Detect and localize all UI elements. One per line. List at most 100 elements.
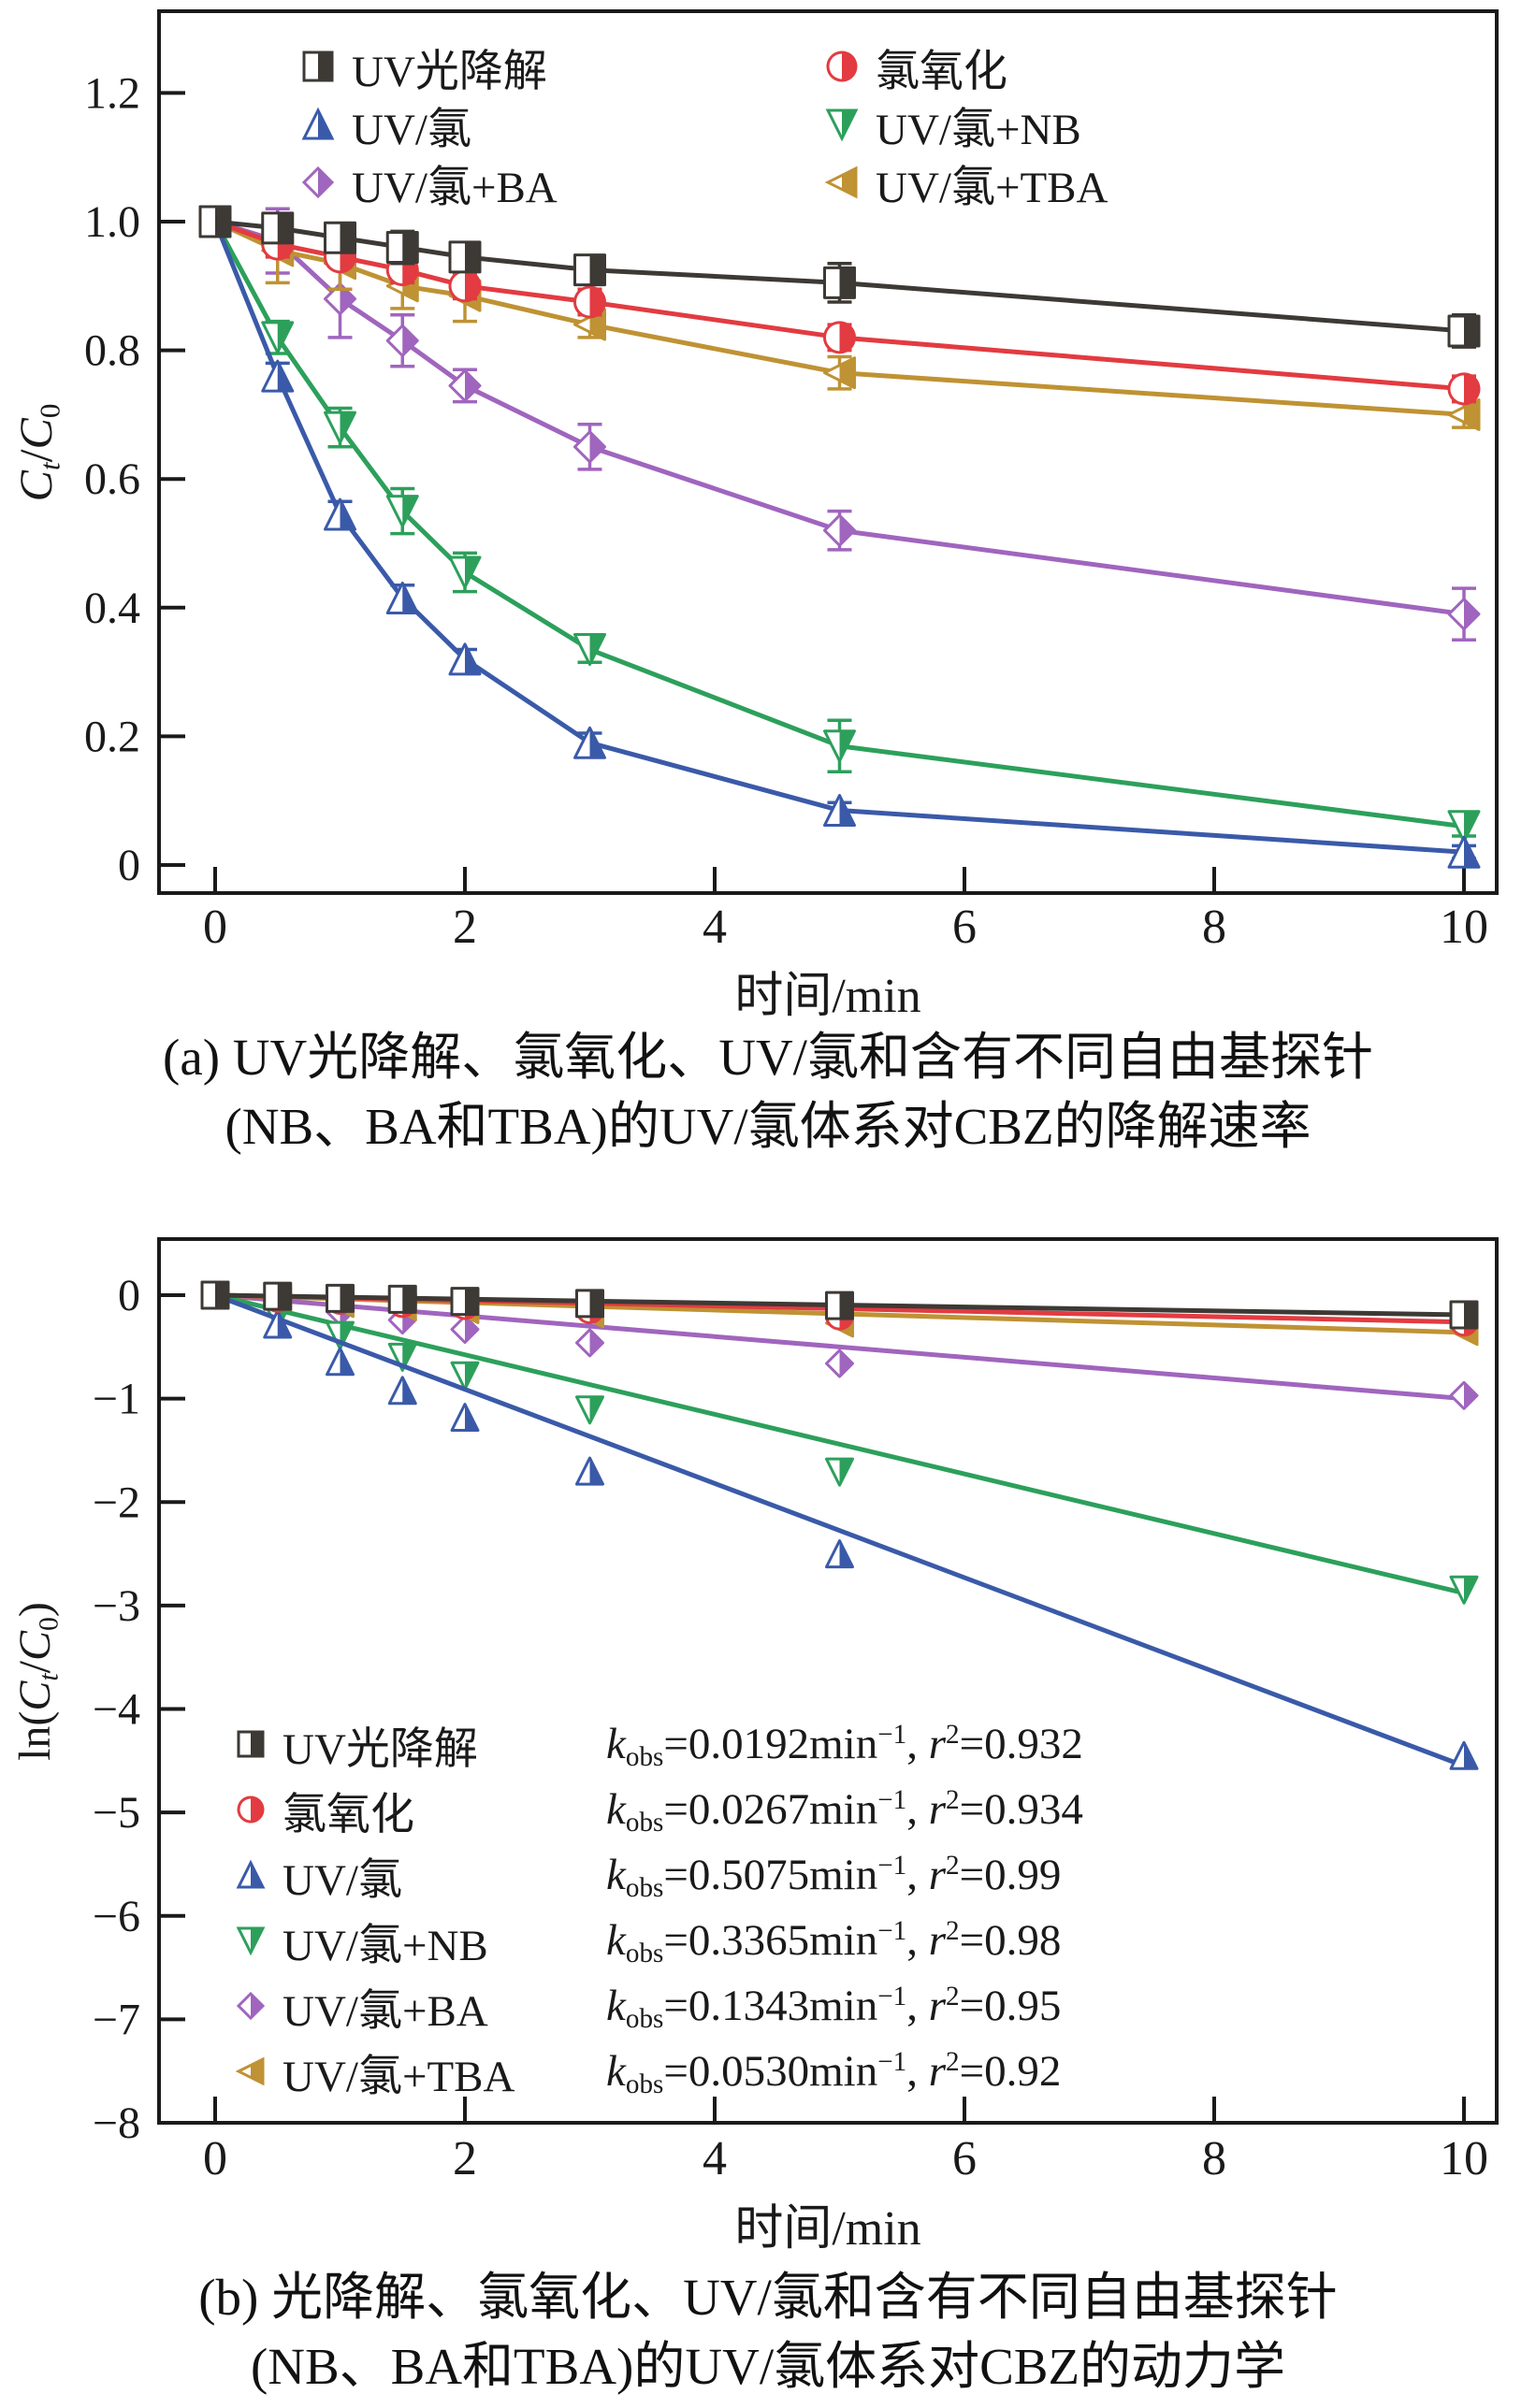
square-marker-icon xyxy=(573,253,606,287)
triangle-down-marker-icon xyxy=(1449,1575,1479,1605)
y-tick-label: −2 xyxy=(93,1478,140,1527)
diamond-marker-icon xyxy=(1449,1380,1479,1410)
square-marker-icon xyxy=(237,1730,265,1758)
legend-b-item-uv_chlorine: UV/氯 kobs=0.5075min−1, r2=0.99 xyxy=(232,1842,1083,1908)
x-tick-label: 6 xyxy=(952,2132,977,2185)
triangle-up-marker-icon xyxy=(575,1456,604,1486)
legend-a-item-uv_photolysis: UV光降解 xyxy=(297,37,558,96)
square-marker-icon xyxy=(575,1289,604,1319)
x-tick-label: 4 xyxy=(703,901,727,954)
square-marker-icon xyxy=(387,1284,417,1314)
caption-a-line1: (a) UV光降解、氯氧化、UV/氯和含有不同自由基探针 xyxy=(163,1029,1373,1086)
square-marker-icon xyxy=(324,221,356,254)
triangle-down-marker-icon xyxy=(1447,810,1481,844)
triangle-down-marker-icon xyxy=(825,108,859,142)
diamond-marker-icon xyxy=(324,282,356,316)
triangle-down-marker-icon xyxy=(575,1395,604,1425)
legend-b: UV光降解 kobs=0.0192min−1, r2=0.932 氯氧化 kobs=0… xyxy=(232,1711,1083,2104)
legend-b-item-uv_chlorine_nb: UV/氯+NB kobs=0.3365min−1, r2=0.98 xyxy=(232,1908,1083,1973)
x-tick-label: 2 xyxy=(453,2132,477,2185)
square-marker-icon xyxy=(1447,314,1481,348)
kinetics-text: kobs=0.0267min−1, r2=0.934 xyxy=(606,1784,1083,1838)
diamond-marker-icon xyxy=(1447,598,1481,631)
series-uv_photolysis-a xyxy=(198,205,1481,349)
square-marker-icon xyxy=(450,1287,480,1317)
triangle-left-marker-icon xyxy=(823,356,856,390)
triangle-down-marker-icon xyxy=(387,1342,417,1372)
triangle-up-marker-icon xyxy=(573,726,606,759)
triangle-up-marker-icon xyxy=(385,581,419,614)
triangle-down-marker-icon xyxy=(448,555,482,589)
x-tick-label: 2 xyxy=(453,901,477,954)
square-marker-icon xyxy=(825,1291,854,1320)
kinetics-text: kobs=0.0530min−1, r2=0.92 xyxy=(606,2046,1062,2100)
fit-line xyxy=(212,1292,1467,1596)
triangle-up-marker-icon xyxy=(1447,835,1481,869)
triangle-down-marker-icon xyxy=(236,1926,266,1956)
triangle-up-marker-icon xyxy=(450,1403,480,1433)
y-tick-label: 0.2 xyxy=(84,712,140,761)
circle-marker-icon xyxy=(448,269,482,303)
fit-line xyxy=(212,1292,1467,1768)
series-uv_chlorine_nb-a xyxy=(198,205,1481,844)
triangle-left-marker-icon xyxy=(235,2056,265,2086)
legend-b-item-uv_chlorine_tba: UV/氯+TBA kobs=0.0530min−1, r2=0.92 xyxy=(232,2039,1083,2104)
square-marker-icon xyxy=(1449,1300,1479,1330)
legend-a-item-chlorination: 氯氧化 xyxy=(821,37,1108,96)
circle-marker-icon xyxy=(237,1795,265,1824)
circle-marker-icon xyxy=(823,321,856,354)
legend-label: UV/氯+BA xyxy=(352,163,558,212)
square-marker-icon xyxy=(326,1283,355,1313)
legend-label: UV/氯+NB xyxy=(283,1921,488,1970)
triangle-up-marker-icon xyxy=(825,1539,854,1569)
legend-a-item-uv_chlorine: UV/氯 xyxy=(297,95,558,154)
y-tick-label: 0.8 xyxy=(84,326,140,376)
legend-label: UV光降解 xyxy=(283,1724,478,1774)
diamond-marker-icon xyxy=(301,166,335,199)
triangle-up-marker-icon xyxy=(263,1309,293,1339)
square-marker-icon xyxy=(823,266,856,299)
y-tick-label: 0.6 xyxy=(84,454,140,504)
y-tick-label: −3 xyxy=(93,1581,140,1631)
kinetics-text: kobs=0.0192min−1, r2=0.932 xyxy=(606,1719,1083,1773)
square-marker-icon xyxy=(302,50,334,82)
legend-label: UV/氯+TBA xyxy=(876,163,1109,212)
x-axis-label-b: 时间/min xyxy=(734,2202,921,2256)
legend-a-column-1: UV光降解 UV/氯 UV/氯+BA xyxy=(297,37,558,212)
y-tick-label: −6 xyxy=(93,1892,140,1941)
legend-label: UV/氯+NB xyxy=(876,105,1081,154)
caption-panel-a: (a) UV光降解、氯氧化、UV/氯和含有不同自由基探针 (NB、BA和TBA)… xyxy=(0,1023,1536,1161)
triangle-up-marker-icon xyxy=(387,1376,417,1406)
y-axis-label-a: Ct/C0 xyxy=(9,403,66,502)
series-uv_chlorine-b xyxy=(200,1280,1479,1770)
triangle-down-marker-icon xyxy=(261,321,295,354)
kinetics-text: kobs=0.5075min−1, r2=0.99 xyxy=(606,1850,1062,1904)
legend-a-item-uv_chlorine_nb: UV/氯+NB xyxy=(821,95,1108,154)
x-tick-label: 8 xyxy=(1202,2132,1226,2185)
diamond-marker-icon xyxy=(448,368,482,402)
triangle-down-marker-icon xyxy=(385,495,419,528)
x-tick-label: 10 xyxy=(1440,901,1488,954)
y-tick-label: 0 xyxy=(118,841,140,890)
legend-label: UV/氯+BA xyxy=(283,1986,488,2036)
circle-marker-icon xyxy=(1447,372,1481,406)
y-tick-label: −8 xyxy=(93,2098,140,2148)
x-tick-label: 0 xyxy=(203,901,227,954)
y-tick-label: −5 xyxy=(93,1788,140,1838)
legend-label: UV/氯+TBA xyxy=(283,2052,515,2101)
triangle-up-marker-icon xyxy=(236,1859,266,1889)
diamond-marker-icon xyxy=(575,1328,604,1358)
caption-b-line1: (b) 光降解、氯氧化、UV/氯和含有不同自由基探针 xyxy=(198,2269,1338,2326)
panel-b-frame xyxy=(157,1237,1499,2125)
triangle-up-marker-icon xyxy=(823,794,856,828)
triangle-left-marker-icon xyxy=(824,166,858,199)
legend-label: 氯氧化 xyxy=(876,47,1007,96)
square-marker-icon xyxy=(448,240,482,274)
triangle-up-marker-icon xyxy=(1449,1740,1479,1770)
triangle-up-marker-icon xyxy=(448,642,482,676)
square-marker-icon xyxy=(200,1280,230,1310)
legend-b-item-uv_photolysis: UV光降解 kobs=0.0192min−1, r2=0.932 xyxy=(232,1711,1083,1777)
diamond-marker-icon xyxy=(573,430,606,464)
